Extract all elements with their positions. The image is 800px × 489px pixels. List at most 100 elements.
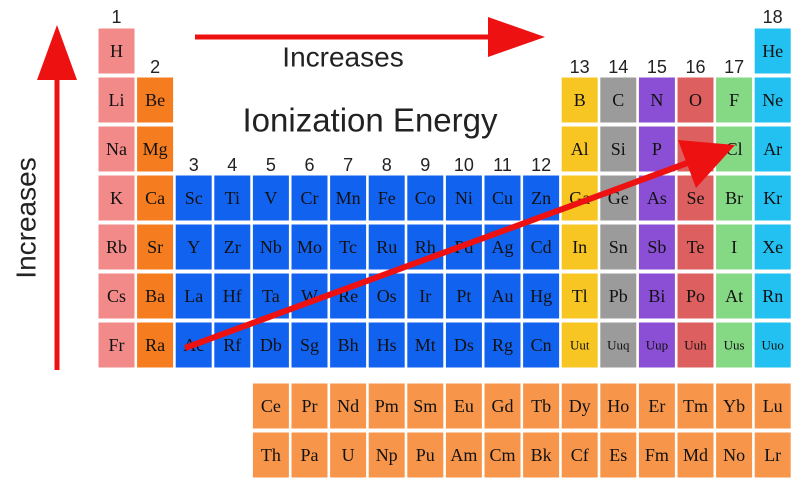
group-number: 2	[150, 57, 160, 77]
element-symbol: Se	[687, 188, 705, 208]
element-symbol: Rn	[762, 286, 783, 306]
element-cell	[676, 76, 715, 124]
element-cell	[753, 174, 792, 222]
diagonal-arrow-shaft	[183, 159, 692, 351]
element-cell	[676, 321, 715, 369]
element-cell	[136, 76, 175, 124]
element-symbol: Uup	[646, 338, 668, 353]
element-cell	[136, 223, 175, 271]
vertical-arrow-head	[37, 25, 77, 80]
element-cell	[753, 27, 792, 75]
element-symbol: Fr	[108, 335, 124, 355]
diagonal-arrow-head	[678, 140, 735, 188]
group-number: 5	[266, 155, 276, 175]
element-symbol: Pr	[301, 396, 317, 416]
element-cell	[251, 382, 290, 430]
title: Ionization Energy	[243, 102, 498, 139]
element-cell	[599, 382, 638, 430]
element-symbol: Hg	[530, 286, 552, 306]
element-cell	[560, 223, 599, 271]
element-symbol: Am	[450, 445, 477, 465]
element-cell	[97, 76, 136, 124]
element-cell	[406, 272, 445, 320]
element-symbol: Zn	[531, 188, 551, 208]
element-cell	[97, 174, 136, 222]
element-cell	[599, 431, 638, 479]
element-symbol: U	[342, 445, 355, 465]
element-symbol: Db	[260, 335, 282, 355]
element-symbol: Pa	[301, 445, 319, 465]
element-cell	[329, 431, 368, 479]
element-cell	[406, 174, 445, 222]
element-symbol: Tb	[531, 396, 551, 416]
element-cell	[637, 125, 676, 173]
element-cell	[213, 272, 252, 320]
element-symbol: Cf	[571, 445, 589, 465]
element-cell	[290, 382, 329, 430]
element-cell	[136, 321, 175, 369]
element-symbol: Ne	[762, 90, 783, 110]
element-cell	[406, 382, 445, 430]
element-symbol: Mt	[415, 335, 436, 355]
element-symbol: At	[725, 286, 743, 306]
element-cell	[251, 321, 290, 369]
element-cell	[329, 382, 368, 430]
element-symbol: I	[731, 237, 737, 257]
element-symbol: La	[184, 286, 203, 306]
element-cell	[599, 125, 638, 173]
vertical-label: Increases	[11, 157, 42, 278]
element-cell	[444, 382, 483, 430]
group-number: 6	[304, 155, 314, 175]
group-number: 17	[724, 57, 744, 77]
element-symbol: Nd	[337, 396, 359, 416]
element-symbol: Sc	[185, 188, 203, 208]
element-cell	[715, 431, 754, 479]
element-symbol: Sn	[609, 237, 628, 257]
element-symbol: Uus	[724, 338, 745, 353]
element-symbol: Rg	[492, 335, 513, 355]
element-cell	[290, 223, 329, 271]
element-symbol: Cr	[301, 188, 319, 208]
element-symbol: Ag	[492, 237, 514, 257]
element-cell	[637, 76, 676, 124]
element-cell	[444, 174, 483, 222]
element-symbol: Na	[106, 139, 127, 159]
element-symbol: Pb	[609, 286, 628, 306]
element-symbol: Dy	[569, 396, 591, 416]
element-symbol: Ar	[763, 139, 782, 159]
element-symbol: Pu	[416, 445, 435, 465]
element-cell	[599, 223, 638, 271]
element-cell	[367, 431, 406, 479]
element-cell	[290, 431, 329, 479]
element-symbol: Lu	[763, 396, 783, 416]
element-symbol: Sb	[647, 237, 666, 257]
element-cell	[290, 321, 329, 369]
element-cell	[753, 431, 792, 479]
element-cell	[483, 272, 522, 320]
element-symbol: Cm	[489, 445, 515, 465]
element-cell	[637, 382, 676, 430]
element-cell	[444, 431, 483, 479]
element-symbol: Md	[683, 445, 708, 465]
element-symbol: Cd	[531, 237, 552, 257]
element-symbol: V	[264, 188, 277, 208]
element-symbol: Al	[571, 139, 589, 159]
element-cell	[483, 321, 522, 369]
element-symbol: Ti	[225, 188, 240, 208]
element-symbol: Bk	[531, 445, 552, 465]
element-symbol: Te	[687, 237, 705, 257]
element-symbol: Li	[109, 90, 125, 110]
element-symbol: Yb	[723, 396, 745, 416]
element-cell	[753, 321, 792, 369]
element-cell	[444, 272, 483, 320]
element-symbol: Rb	[106, 237, 127, 257]
element-cell	[522, 431, 561, 479]
element-cell	[97, 27, 136, 75]
element-symbol: Si	[611, 139, 626, 159]
horizontal-label: Increases	[282, 42, 403, 73]
element-cell	[97, 272, 136, 320]
element-cell	[97, 223, 136, 271]
element-symbol: Cu	[492, 188, 513, 208]
element-cell	[251, 272, 290, 320]
element-cell	[136, 272, 175, 320]
